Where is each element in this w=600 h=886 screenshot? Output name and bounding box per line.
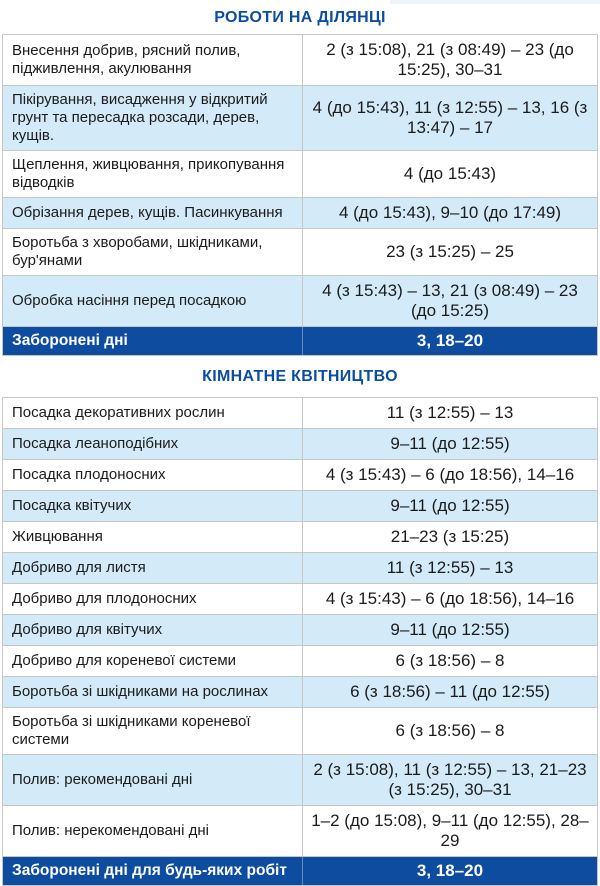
activity-label: Боротьба зі шкідниками кореневої системи	[3, 708, 303, 754]
activity-label: Щеплення, живцювання, прикопування відво…	[3, 151, 303, 197]
days-value: 23 (з 15:25) – 25	[386, 242, 514, 261]
top-decorative-strip	[390, 0, 600, 4]
activity-label: Полив: рекомендовані дні	[3, 755, 303, 805]
days-value: 6 (з 18:56) – 8	[395, 651, 505, 670]
days-value: 2 (з 15:08), 11 (з 12:55) – 13, 21–23 (з…	[313, 760, 587, 799]
section-garden-works: РОБОТИ НА ДІЛЯНЦІ Внесення добрив, рясни…	[0, 0, 600, 356]
activity-label: Посадка квітучих	[3, 491, 303, 521]
activity-label: Посадка плодоносних	[3, 460, 303, 490]
days-value: 3, 18–20	[416, 331, 484, 350]
table-row: Добриво для листя 11 (з 12:55) – 13	[3, 552, 597, 583]
table-row: Добриво для кореневої системи 6 (з 18:56)…	[3, 645, 597, 676]
table-row: Посадка квітучих 9–11 (до 12:55)	[3, 490, 597, 521]
days-value: 4 (з 15:43) – 6 (до 18:56), 14–16	[325, 465, 575, 484]
days-value: 6 (з 18:56) – 8	[395, 721, 505, 740]
activity-label: Добриво для листя	[3, 553, 303, 583]
table-row: Посадка декоративних рослин 11 (з 12:55) …	[3, 398, 597, 428]
section-title-indoor-floriculture: КІМНАТНЕ КВІТНИЦТВО	[202, 368, 398, 385]
activity-label: Добриво для кореневої системи	[3, 646, 303, 676]
section-indoor-floriculture: КІМНАТНЕ КВІТНИЦТВО Посадка декоративних…	[0, 356, 600, 886]
table-row: Боротьба з хворобами, шкідниками, бур'ян…	[3, 228, 597, 275]
activity-label: Добриво для плодоносних	[3, 584, 303, 614]
table-row: Посадка леаноподібних 9–11 (до 12:55)	[3, 428, 597, 459]
table-row: Посадка плодоносних 4 (з 15:43) – 6 (до 1…	[3, 459, 597, 490]
table-row: Живцювання 21–23 (з 15:25)	[3, 521, 597, 552]
table-row: Полив: рекомендовані дні 2 (з 15:08), 11 …	[3, 754, 597, 805]
table-row: Пікірування, висадження у відкритий грун…	[3, 85, 597, 150]
days-value: 9–11 (до 12:55)	[390, 496, 510, 515]
garden-works-table: Внесення добрив, рясний полив, підживлен…	[2, 34, 598, 356]
indoor-floriculture-table: Посадка декоративних рослин 11 (з 12:55) …	[2, 397, 598, 886]
table-row: Полив: нерекомендовані дні 1–2 (до 15:08)…	[3, 805, 597, 856]
activity-label: Боротьба зі шкідниками на рослинах	[3, 677, 303, 707]
activity-label: Полив: нерекомендовані дні	[3, 806, 303, 856]
activity-label: Обробка насіння перед посадкою	[3, 276, 303, 326]
days-value: 21–23 (з 15:25)	[390, 527, 510, 546]
activity-label: Внесення добрив, рясний полив, підживлен…	[3, 35, 303, 85]
activity-label: Посадка леаноподібних	[3, 429, 303, 459]
table-row: Боротьба зі шкідниками на рослинах 6 (з 1…	[3, 676, 597, 707]
days-value: 2 (з 15:08), 21 (з 08:49) – 23 (до 15:25…	[326, 40, 574, 79]
days-value: 9–11 (до 12:55)	[390, 434, 510, 453]
table-row: Обробка насіння перед посадкою 4 (з 15:43…	[3, 275, 597, 326]
activity-label: Добриво для квітучих	[3, 615, 303, 645]
activity-label: Живцювання	[3, 522, 303, 552]
activity-label: Боротьба з хворобами, шкідниками, бур'ян…	[3, 229, 303, 275]
days-value: 6 (з 18:56) – 11 (до 12:55)	[350, 682, 550, 701]
table-row: Боротьба зі шкідниками кореневої системи…	[3, 707, 597, 754]
days-value: 3, 18–20	[416, 861, 484, 880]
days-value: 4 (до 15:43)	[403, 164, 497, 183]
activity-label: Обрізання дерев, кущів. Пасинкування	[3, 198, 303, 228]
days-value: 4 (з 15:43) – 13, 21 (з 08:49) – 23 (до …	[322, 281, 578, 320]
activity-label: Заборонені дні для будь-яких робіт	[3, 857, 303, 885]
activity-label: Заборонені дні	[3, 327, 303, 355]
table-row: Обрізання дерев, кущів. Пасинкування 4 (д…	[3, 197, 597, 228]
table-row: Добриво для квітучих 9–11 (до 12:55)	[3, 614, 597, 645]
forbidden-days-row: Заборонені дні 3, 18–20	[3, 326, 597, 355]
activity-label: Посадка декоративних рослин	[3, 398, 303, 428]
days-value: 4 (з 15:43) – 6 (до 18:56), 14–16	[325, 589, 575, 608]
days-value: 4 (до 15:43), 11 (з 12:55) – 13, 16 (з 1…	[312, 98, 588, 137]
forbidden-days-row: Заборонені дні для будь-яких робіт 3, 18–…	[3, 856, 597, 885]
activity-label: Пікірування, висадження у відкритий грун…	[3, 86, 303, 150]
section-title-garden-works: РОБОТИ НА ДІЛЯНЦІ	[214, 9, 386, 26]
days-value: 11 (з 12:55) – 13	[386, 558, 514, 577]
table-row: Добриво для плодоносних 4 (з 15:43) – 6 (…	[3, 583, 597, 614]
days-value: 11 (з 12:55) – 13	[386, 403, 514, 422]
days-value: 4 (до 15:43), 9–10 (до 17:49)	[338, 203, 562, 222]
table-row: Внесення добрив, рясний полив, підживлен…	[3, 35, 597, 85]
days-value: 1–2 (до 15:08), 9–11 (до 12:55), 28–29	[311, 811, 589, 850]
table-row: Щеплення, живцювання, прикопування відво…	[3, 150, 597, 197]
days-value: 9–11 (до 12:55)	[390, 620, 510, 639]
